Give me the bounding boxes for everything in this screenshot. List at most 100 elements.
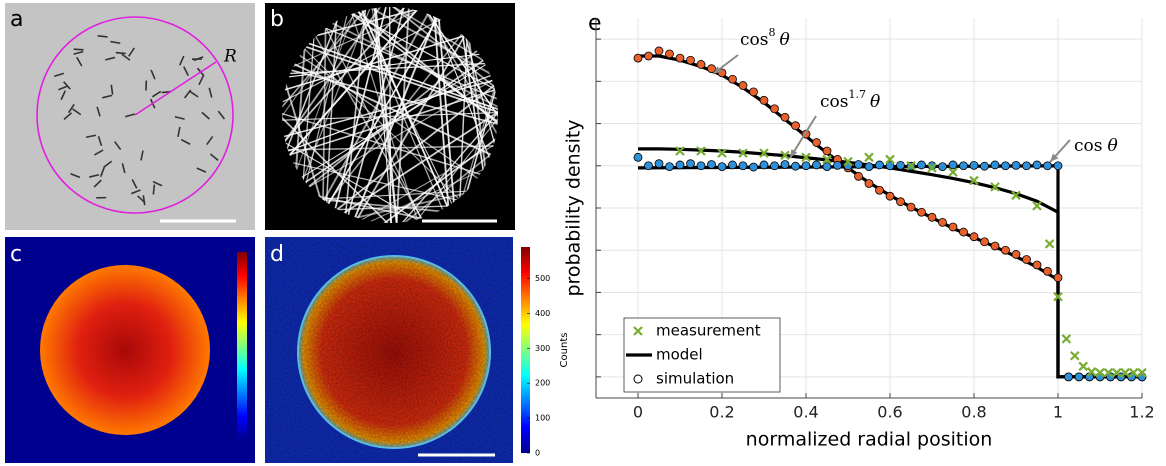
simulation-point (686, 55, 695, 65)
rod (177, 126, 181, 138)
marker-x (1070, 351, 1080, 361)
rod (152, 180, 163, 187)
rod (93, 179, 102, 188)
colorbar (521, 247, 530, 453)
panel-label: c (10, 242, 22, 267)
annotation: cos θ (1074, 136, 1118, 156)
fiber (282, 34, 467, 92)
rod (76, 56, 83, 67)
rod (97, 135, 103, 147)
panel-label: b (270, 7, 284, 32)
panel-label: e (588, 11, 602, 36)
legend-label: model (656, 346, 703, 364)
fiber (334, 7, 388, 211)
rod (115, 51, 126, 55)
colorbar-tick-label: 300 (535, 344, 550, 353)
simulation-point (906, 202, 916, 212)
simulation-point (780, 112, 790, 122)
rod (105, 56, 116, 61)
colorbar-ticks: 0 100 200 300 400 500 (527, 274, 550, 458)
simulation-point (791, 161, 800, 171)
rod (131, 179, 138, 189)
rod (152, 184, 156, 195)
fiber (306, 42, 498, 111)
simulation-point (644, 161, 653, 171)
simulation-point (1022, 255, 1031, 264)
rod (174, 115, 185, 120)
radius-line (134, 61, 217, 116)
marker-x (948, 167, 958, 177)
rod (137, 195, 146, 204)
fiber (322, 25, 327, 203)
noise (299, 257, 489, 447)
fiber (282, 112, 483, 176)
simulation-point (885, 161, 895, 171)
simulation-point (927, 161, 937, 171)
simulation-point (1001, 245, 1010, 255)
simulation-point (696, 161, 706, 171)
rod (209, 153, 219, 162)
marker-x (969, 175, 979, 186)
fiber (433, 14, 450, 209)
colorbar-tick-label: 100 (535, 414, 550, 423)
marker-x (738, 148, 748, 158)
boundary-circle (36, 16, 234, 214)
simulation-point (812, 138, 821, 147)
annotation-part: θ (779, 30, 789, 50)
fiber (390, 7, 498, 90)
fiber (282, 17, 443, 104)
fiber (381, 137, 498, 223)
marker-x (780, 150, 790, 160)
colorbar (237, 252, 247, 440)
simulation-point (1022, 161, 1031, 171)
fiber (464, 34, 497, 147)
fiber (305, 13, 348, 186)
simulation-point (1064, 372, 1073, 382)
simulation-point (644, 51, 653, 61)
annotation-part: cos (820, 92, 848, 112)
fiber (325, 18, 338, 205)
arrow-head (1050, 153, 1059, 162)
rod (70, 173, 81, 179)
y-axis-label: probability density (563, 119, 585, 296)
fiber (282, 9, 358, 120)
marker-x (1053, 291, 1063, 302)
rods (53, 34, 226, 206)
rod (183, 89, 192, 99)
marker-x (633, 326, 643, 336)
marker-x (675, 146, 685, 156)
simulation-point (675, 160, 685, 170)
fiber (303, 45, 498, 114)
simulation-point (938, 162, 947, 172)
simulation-point (675, 53, 685, 63)
x-tick-label: 0 (633, 403, 643, 422)
marker-x (1095, 367, 1105, 378)
rod (89, 173, 100, 178)
simulation-point (833, 160, 842, 170)
rod (125, 113, 136, 118)
fiber (294, 45, 306, 172)
fiber (314, 34, 424, 221)
rod (130, 189, 141, 195)
simulation-point (980, 161, 989, 171)
simulation-point (990, 160, 1000, 170)
colorbar-title: Counts (559, 333, 570, 368)
marker-x (1103, 367, 1114, 378)
simulation-point (1043, 266, 1052, 276)
annotation-part: cos (1074, 136, 1102, 156)
rod (208, 87, 213, 98)
fiber (344, 7, 367, 216)
fiber (400, 109, 498, 223)
legend-label: simulation (656, 370, 734, 388)
chart: 0 0.2 0.4 0.6 0.8 1 1.2 normalized radial posit… (563, 18, 1155, 451)
simulation-point (917, 207, 926, 217)
simulation-point (1043, 161, 1052, 171)
rod (85, 134, 97, 139)
fiber (350, 11, 498, 91)
simulation-point (749, 162, 758, 172)
colorbar-tick-label: 200 (535, 379, 550, 388)
rod (128, 47, 135, 57)
marker-x (1120, 367, 1130, 378)
simulation-point (1053, 161, 1063, 171)
